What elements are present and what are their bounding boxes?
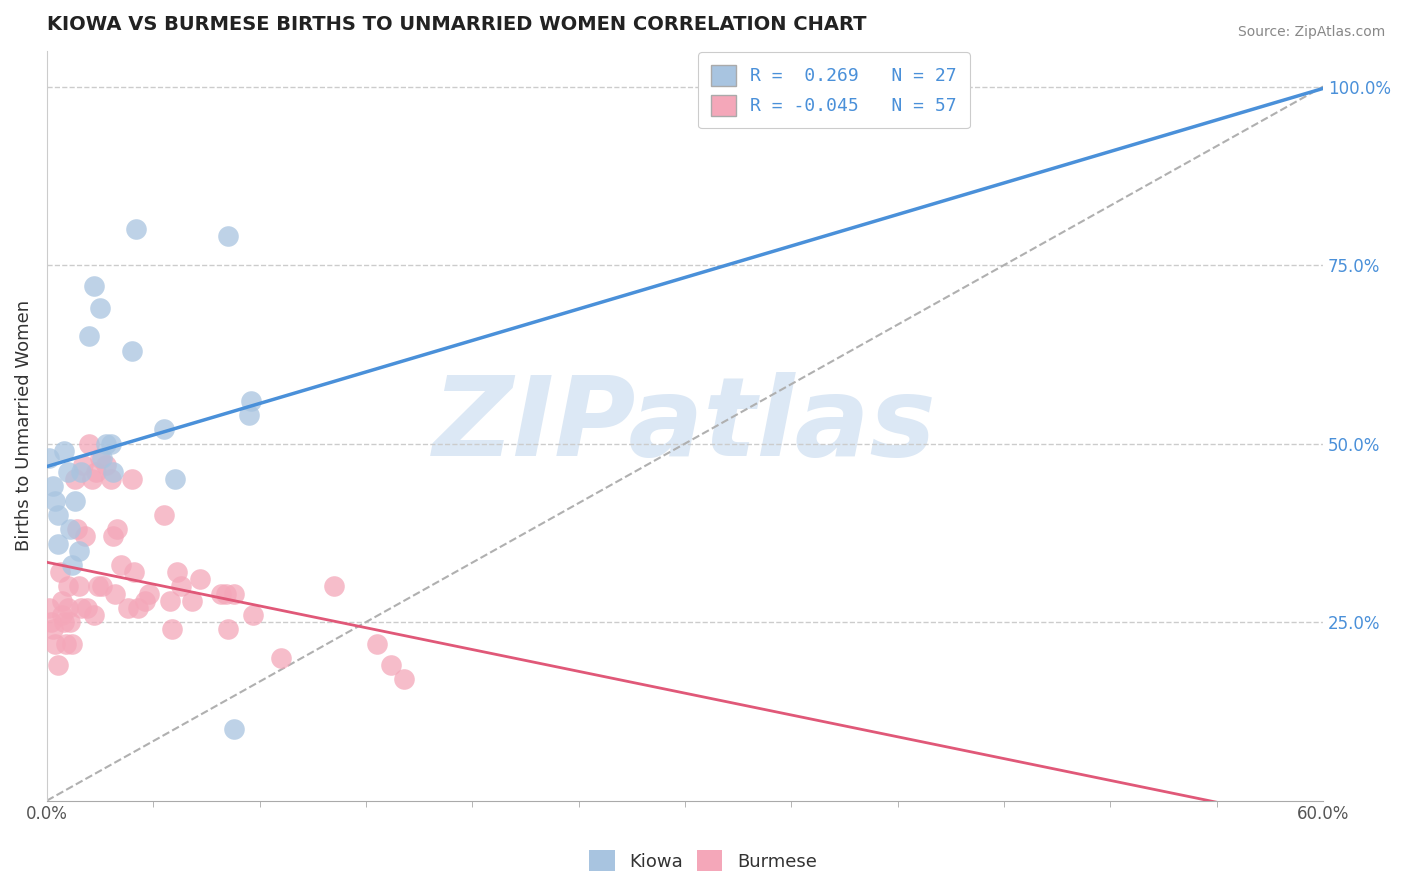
- Point: [121, 343, 143, 358]
- Point: [89, 450, 111, 465]
- Point: [96, 436, 118, 450]
- Legend: R =  0.269   N = 27, R = -0.045   N = 57: R = 0.269 N = 27, R = -0.045 N = 57: [697, 53, 970, 128]
- Text: KIOWA VS BURMESE BIRTHS TO UNMARRIED WOMEN CORRELATION CHART: KIOWA VS BURMESE BIRTHS TO UNMARRIED WOM…: [46, 15, 866, 34]
- Point: [70, 600, 93, 615]
- Point: [394, 672, 416, 686]
- Point: [52, 443, 75, 458]
- Point: [217, 229, 239, 244]
- Point: [240, 393, 263, 408]
- Point: [117, 600, 139, 615]
- Point: [44, 636, 66, 650]
- Point: [84, 465, 107, 479]
- Point: [46, 536, 69, 550]
- Legend: Kiowa, Burmese: Kiowa, Burmese: [582, 843, 824, 879]
- Point: [52, 615, 75, 629]
- Point: [83, 279, 105, 293]
- Point: [163, 472, 186, 486]
- Point: [105, 522, 128, 536]
- Point: [380, 657, 402, 672]
- Point: [91, 450, 114, 465]
- Point: [270, 650, 292, 665]
- Point: [153, 508, 176, 522]
- Point: [170, 579, 193, 593]
- Point: [89, 301, 111, 315]
- Point: [48, 565, 70, 579]
- Point: [188, 572, 211, 586]
- Point: [59, 522, 82, 536]
- Point: [159, 593, 181, 607]
- Point: [56, 465, 79, 479]
- Point: [238, 408, 260, 422]
- Point: [38, 450, 60, 465]
- Point: [44, 493, 66, 508]
- Point: [62, 558, 84, 572]
- Point: [63, 472, 86, 486]
- Point: [76, 600, 98, 615]
- Point: [80, 472, 103, 486]
- Point: [66, 522, 89, 536]
- Point: [72, 458, 94, 472]
- Point: [101, 529, 124, 543]
- Point: [209, 586, 232, 600]
- Point: [62, 636, 84, 650]
- Text: Source: ZipAtlas.com: Source: ZipAtlas.com: [1237, 25, 1385, 39]
- Point: [46, 508, 69, 522]
- Point: [39, 615, 62, 629]
- Point: [63, 493, 86, 508]
- Point: [222, 586, 245, 600]
- Point: [162, 622, 184, 636]
- Point: [122, 565, 145, 579]
- Point: [153, 422, 176, 436]
- Point: [222, 723, 245, 737]
- Point: [121, 472, 143, 486]
- Text: ZIPatlas: ZIPatlas: [433, 372, 936, 479]
- Point: [138, 586, 160, 600]
- Point: [214, 586, 236, 600]
- Point: [91, 579, 114, 593]
- Point: [96, 458, 118, 472]
- Point: [38, 600, 60, 615]
- Point: [70, 465, 93, 479]
- Point: [180, 593, 202, 607]
- Point: [242, 607, 264, 622]
- Point: [100, 472, 122, 486]
- Point: [79, 329, 101, 343]
- Point: [67, 579, 90, 593]
- Point: [323, 579, 346, 593]
- Point: [104, 586, 127, 600]
- Point: [51, 607, 73, 622]
- Point: [55, 636, 77, 650]
- Point: [127, 600, 149, 615]
- Point: [217, 622, 239, 636]
- Point: [56, 600, 79, 615]
- Point: [100, 436, 122, 450]
- Point: [42, 622, 65, 636]
- Point: [101, 465, 124, 479]
- Point: [83, 607, 105, 622]
- Point: [46, 657, 69, 672]
- Point: [67, 543, 90, 558]
- Point: [134, 593, 156, 607]
- Point: [59, 615, 82, 629]
- Point: [166, 565, 188, 579]
- Point: [87, 579, 110, 593]
- Y-axis label: Births to Unmarried Women: Births to Unmarried Women: [15, 301, 32, 551]
- Point: [75, 529, 97, 543]
- Point: [366, 636, 388, 650]
- Point: [79, 436, 101, 450]
- Point: [51, 593, 73, 607]
- Point: [42, 479, 65, 493]
- Point: [110, 558, 132, 572]
- Point: [56, 579, 79, 593]
- Point: [125, 222, 148, 236]
